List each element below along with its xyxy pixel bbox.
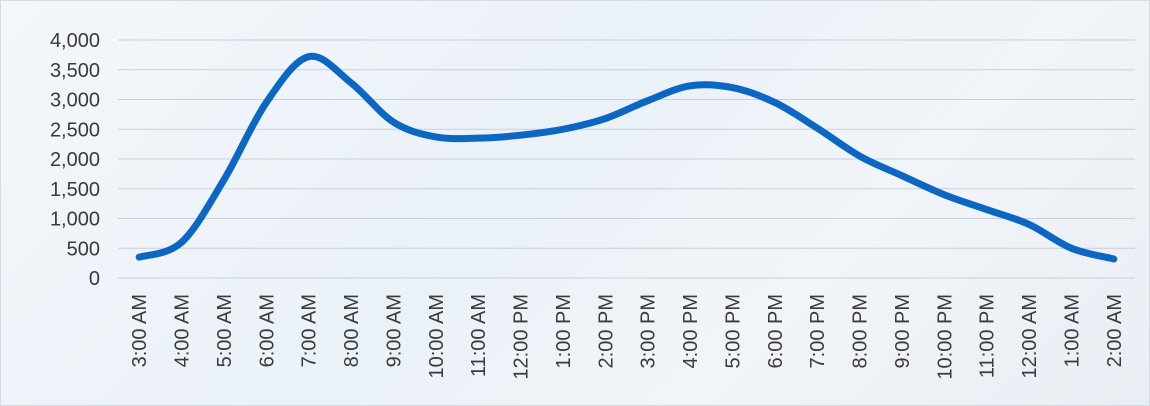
y-tick-label: 0 — [89, 268, 100, 290]
x-tick-label: 9:00 PM — [892, 294, 914, 368]
y-tick-label: 3,000 — [50, 90, 100, 112]
x-tick-label: 9:00 AM — [383, 294, 405, 367]
x-tick-label: 5:00 AM — [214, 294, 236, 367]
x-tick-label: 5:00 PM — [722, 294, 744, 368]
series-line — [135, 52, 1118, 263]
y-tick-label: 4,000 — [50, 30, 100, 52]
y-tick-label: 1,000 — [50, 209, 100, 231]
x-tick-label: 6:00 PM — [765, 294, 787, 368]
y-tick-label: 3,500 — [50, 60, 100, 82]
x-tick-label: 4:00 AM — [172, 294, 194, 367]
x-tick-label: 8:00 PM — [850, 294, 872, 368]
y-tick-label: 2,000 — [50, 149, 100, 171]
y-tick-label: 500 — [67, 238, 100, 260]
x-tick-label: 2:00 PM — [595, 294, 617, 368]
x-tick-label: 4:00 PM — [680, 294, 702, 368]
x-tick-label: 7:00 AM — [299, 294, 321, 367]
x-tick-label: 1:00 AM — [1061, 294, 1083, 367]
x-tick-label: 12:00 AM — [1019, 294, 1041, 379]
x-tick-label: 2:00 AM — [1104, 294, 1126, 367]
gridlines — [118, 39, 1135, 279]
x-tick-label: 1:00 PM — [553, 294, 575, 368]
series-layer — [135, 52, 1118, 263]
x-tick-label: 10:00 AM — [426, 294, 448, 379]
x-tick-label: 3:00 PM — [638, 294, 660, 368]
x-axis-ticks: 3:00 AM 4:00 AM 5:00 AM 6:00 AM 7:00 AM 8:00 … — [129, 294, 1126, 380]
y-tick-label: 1,500 — [50, 179, 100, 201]
x-tick-label: 11:00 PM — [977, 294, 999, 378]
y-tick-label: 2,500 — [50, 119, 100, 141]
y-axis-ticks: 0 500 1,000 1,500 2,000 2,500 3,000 3,500 4,000 — [50, 30, 100, 290]
x-tick-label: 3:00 AM — [129, 294, 151, 367]
x-tick-label: 10:00 PM — [934, 294, 956, 380]
x-tick-label: 8:00 AM — [341, 294, 363, 367]
x-tick-label: 7:00 PM — [807, 294, 829, 368]
x-tick-label: 12:00 PM — [511, 294, 533, 380]
x-tick-label: 6:00 AM — [256, 294, 278, 367]
x-tick-label: 11:00 AM — [468, 294, 490, 377]
